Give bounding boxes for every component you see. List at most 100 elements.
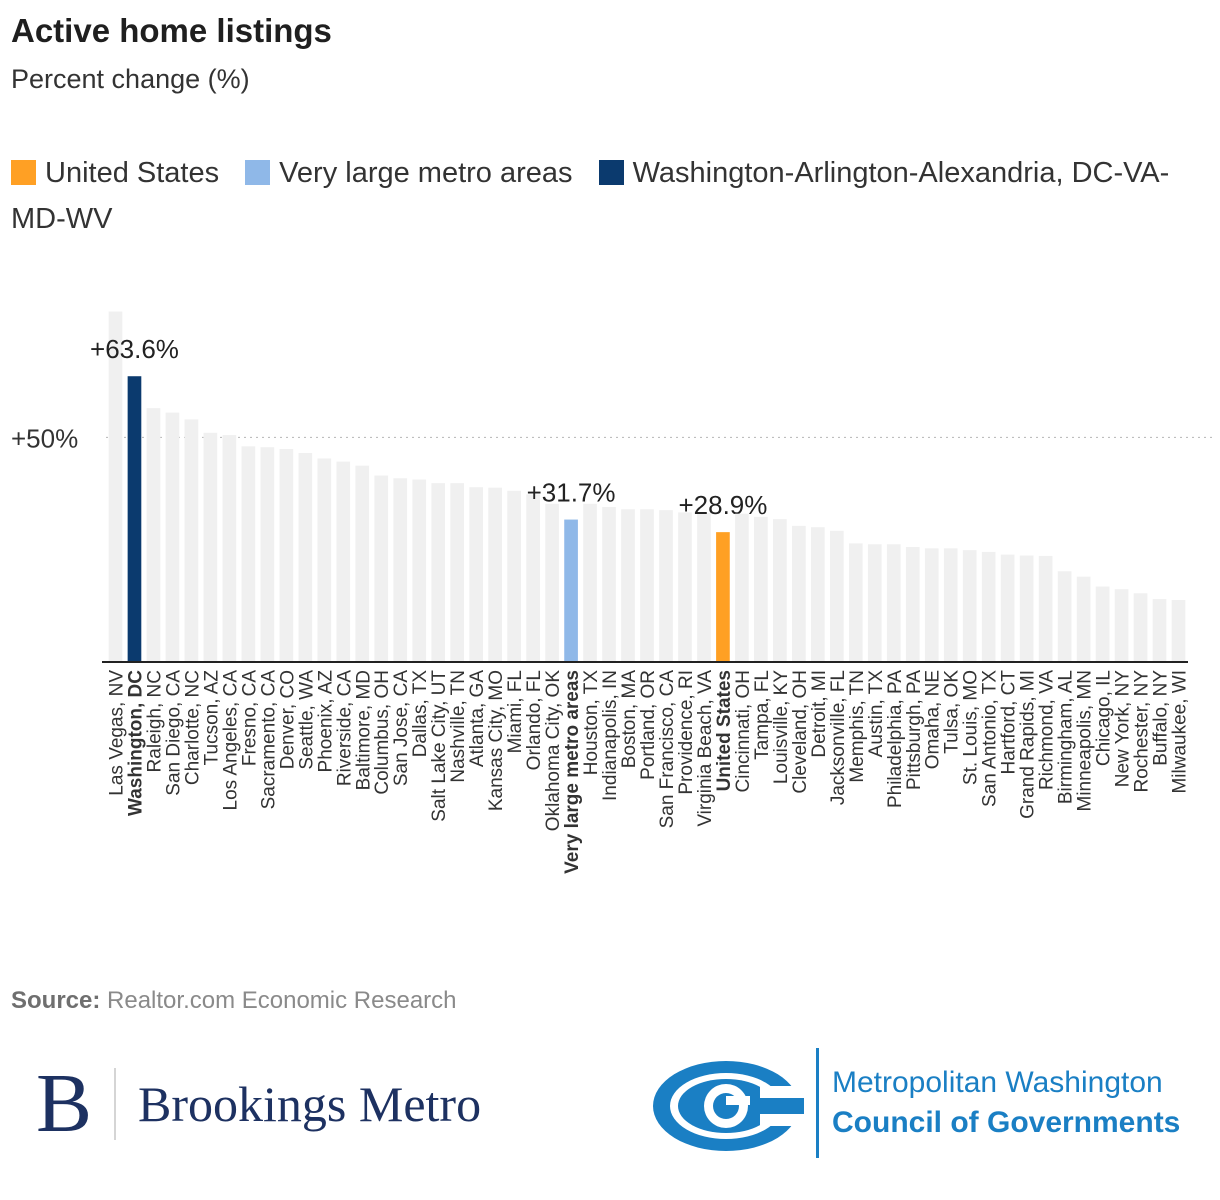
bar-providence-ri xyxy=(678,512,692,662)
bar-raleigh-nc xyxy=(146,408,161,662)
x-tick-label-salt-lake-city-ut: Salt Lake City, UT xyxy=(429,670,450,822)
x-tick-label-virginia-beach-va: Virginia Beach, VA xyxy=(695,670,716,827)
bar-san-francisco-ca xyxy=(659,510,673,662)
x-tick-label-united-states: United States xyxy=(714,670,735,791)
x-tick-label-kansas-city-mo: Kansas City, MO xyxy=(486,670,507,811)
x-tick-label-portland-or: Portland, OR xyxy=(638,670,659,780)
bar-chicago-il xyxy=(1095,586,1110,662)
x-tick-label-minneapolis-mn: Minneapolis, MN xyxy=(1075,670,1096,812)
x-tick-label-phoenix-az: Phoenix, AZ xyxy=(315,670,336,773)
x-tick-label-indianapolis-in: Indianapolis, IN xyxy=(600,670,621,801)
x-tick-label-nashville-tn: Nashville, TN xyxy=(448,670,469,783)
bar-austin-tx xyxy=(867,544,882,662)
bar-pittsburgh-pa xyxy=(905,546,920,662)
x-tick-label-baltimore-md: Baltimore, MD xyxy=(353,670,374,790)
bar-milwaukee-wi xyxy=(1171,599,1186,662)
legend-label-washington-metro: Washington-Arlington-Alexandria, DC-VA-M… xyxy=(11,157,1170,235)
bar-memphis-tn xyxy=(848,543,863,662)
bar-tampa-fl xyxy=(754,516,768,662)
x-tick-label-denver-co: Denver, CO xyxy=(277,670,298,769)
x-tick-label-buffalo-ny: Buffalo, NY xyxy=(1151,670,1172,766)
bar-sacramento-ca xyxy=(260,447,275,662)
bar-indianapolis-in xyxy=(602,506,616,662)
legend: United States Very large metro areas Was… xyxy=(11,150,1191,242)
brookings-divider xyxy=(114,1068,117,1140)
bar-portland-or xyxy=(640,509,654,662)
x-tick-label-boston-ma: Boston, MA xyxy=(619,670,640,769)
bar-fresno-ca xyxy=(241,446,256,662)
mwcog-name-line1: Metropolitan Washington xyxy=(832,1066,1163,1099)
x-tick-label-seattle-wa: Seattle, WA xyxy=(296,670,317,770)
bar-riverside-ca xyxy=(336,461,351,662)
x-tick-label-oklahoma-city-ok: Oklahoma City, OK xyxy=(543,670,564,832)
bar-very-large-metro-areas xyxy=(564,519,578,662)
x-tick-label-omaha-ne: Omaha, NE xyxy=(923,670,944,769)
bar-omaha-ne xyxy=(924,548,939,662)
bar-san-diego-ca xyxy=(165,412,180,662)
x-tick-label-washington-dc: Washington, DC xyxy=(125,670,146,816)
x-tick-label-fresno-ca: Fresno, CA xyxy=(239,670,260,766)
bar-washington-dc xyxy=(127,376,142,662)
x-tick-label-charlotte-nc: Charlotte, NC xyxy=(182,670,203,785)
x-tick-label-philadelphia-pa: Philadelphia, PA xyxy=(885,670,906,808)
x-tick-label-very-large-metro-areas: Very large metro areas xyxy=(562,670,583,874)
x-tick-label-cincinnati-oh: Cincinnati, OH xyxy=(733,670,754,793)
bar-grand-rapids-mi xyxy=(1019,555,1034,662)
bar-houston-tx xyxy=(583,503,597,662)
x-tick-label-providence-ri: Providence, RI xyxy=(676,670,697,795)
bar-san-jose-ca xyxy=(393,478,408,662)
bar-cincinnati-oh xyxy=(735,513,749,662)
bar-rochester-ny xyxy=(1133,593,1148,662)
bar-atlanta-ga xyxy=(469,487,483,662)
x-tick-label-austin-tx: Austin, TX xyxy=(866,670,887,758)
bar-louisville-ky xyxy=(773,519,787,662)
x-tick-label-las-vegas-nv: Las Vegas, NV xyxy=(106,670,127,796)
x-tick-label-columbus-oh: Columbus, OH xyxy=(372,670,393,795)
x-tick-label-houston-tx: Houston, TX xyxy=(581,670,602,776)
bar-philadelphia-pa xyxy=(886,544,901,662)
bar-minneapolis-mn xyxy=(1076,576,1091,662)
mwcog-name-line2: Council of Governments xyxy=(832,1106,1181,1139)
legend-item-very-large-metro-areas: Very large metro areas xyxy=(245,157,573,189)
x-tick-label-san-diego-ca: San Diego, CA xyxy=(163,670,184,796)
x-tick-label-hartford-ct: Hartford, CT xyxy=(999,670,1020,775)
bar-virginia-beach-va xyxy=(697,512,711,662)
bar-st-louis-mo xyxy=(962,550,977,662)
bar-phoenix-az xyxy=(317,458,332,662)
bar-kansas-city-mo xyxy=(488,487,502,662)
bar-richmond-va xyxy=(1038,555,1053,662)
data-label-washington-dc: +63.6% xyxy=(90,334,179,364)
bar-tucson-az xyxy=(203,432,218,662)
x-tick-label-jacksonville-fl: Jacksonville, FL xyxy=(828,670,849,805)
legend-item-united-states: United States xyxy=(11,157,219,189)
bar-denver-co xyxy=(279,449,294,662)
x-tick-label-richmond-va: Richmond, VA xyxy=(1037,670,1058,790)
x-tick-label-riverside-ca: Riverside, CA xyxy=(334,670,355,786)
x-tick-label-st-louis-mo: St. Louis, MO xyxy=(961,670,982,785)
source-note: Source: Realtor.com Economic Research xyxy=(11,987,457,1015)
x-tick-label-louisville-ky: Louisville, KY xyxy=(771,670,792,784)
bar-tulsa-ok xyxy=(943,548,958,662)
data-label-very-large-metro-areas: +31.7% xyxy=(527,478,616,508)
bar-orlando-fl xyxy=(526,494,540,662)
bar-los-angeles-ca xyxy=(222,435,237,662)
source-label: Source: xyxy=(11,987,101,1014)
x-tick-label-cleveland-oh: Cleveland, OH xyxy=(790,670,811,794)
mwcog-divider xyxy=(816,1048,819,1158)
bar-birmingham-al xyxy=(1057,571,1072,662)
x-tick-label-rochester-ny: Rochester, NY xyxy=(1132,670,1153,793)
x-tick-label-tulsa-ok: Tulsa, OK xyxy=(942,670,963,754)
x-tick-label-orlando-fl: Orlando, FL xyxy=(524,670,545,770)
x-tick-label-san-jose-ca: San Jose, CA xyxy=(391,670,412,786)
bar-nashville-tn xyxy=(450,483,465,662)
legend-label-very-large-metro-areas: Very large metro areas xyxy=(279,157,573,189)
source-text: Realtor.com Economic Research xyxy=(107,987,457,1014)
x-tick-label-miami-fl: Miami, FL xyxy=(505,670,526,753)
bar-columbus-oh xyxy=(374,475,389,662)
y-tick-label-50: +50% xyxy=(11,423,78,453)
x-tick-label-atlanta-ga: Atlanta, GA xyxy=(467,670,488,767)
bar-san-antonio-tx xyxy=(981,551,996,662)
legend-label-united-states: United States xyxy=(45,157,220,189)
brookings-metro-wordmark: Brookings Metro xyxy=(138,1076,482,1132)
chart-subtitle: Percent change (%) xyxy=(11,64,250,94)
